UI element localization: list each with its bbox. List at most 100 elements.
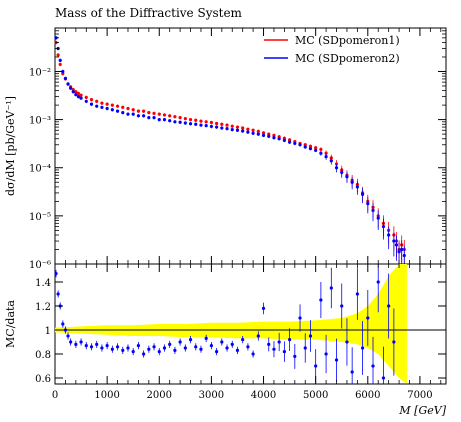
main-point-series-1 [105, 106, 109, 111]
main-point-series-0 [105, 102, 109, 106]
ratio-y-tick-label: 0.8 [35, 350, 51, 361]
main-point-series-1 [178, 120, 182, 124]
main-point-series-1 [71, 90, 75, 94]
main-point-series-0 [100, 101, 104, 105]
main-y-tick-label: 10⁻⁴ [29, 164, 51, 175]
ratio-point [345, 340, 349, 344]
ratio-point [298, 316, 302, 320]
main-point-series-1 [126, 112, 130, 116]
main-point-series-0 [162, 113, 167, 117]
main-point-series-1 [230, 127, 234, 132]
ratio-y-tick-label: 0.6 [35, 374, 51, 385]
main-point-series-0 [204, 120, 208, 124]
main-point-series-1 [293, 141, 297, 146]
ratio-point [366, 316, 370, 320]
ratio-point [319, 298, 323, 302]
main-point-series-1 [371, 208, 375, 212]
main-point-series-0 [230, 124, 234, 128]
ratio-point [136, 344, 141, 348]
main-point-series-1 [360, 192, 365, 196]
x-tick-label: 0 [52, 390, 58, 401]
ratio-point [235, 348, 240, 352]
main-data-layer [54, 36, 406, 264]
main-point-series-0 [168, 114, 172, 118]
main-point-series-0 [115, 104, 120, 108]
main-point-series-0 [157, 112, 161, 116]
main-point-series-1 [350, 180, 354, 184]
ratio-point [188, 338, 193, 342]
main-point-series-1 [334, 166, 339, 170]
ratio-point [230, 342, 234, 346]
ratio-point [162, 346, 167, 350]
main-point-series-1 [400, 247, 404, 252]
main-point-series-0 [246, 127, 250, 131]
main-point-series-0 [235, 125, 240, 129]
main-point-series-1 [74, 93, 78, 97]
ratio-point [246, 345, 250, 349]
ratio-point [293, 354, 297, 358]
ratio-point [84, 344, 88, 348]
ratio-point [308, 334, 313, 338]
ratio-point [387, 304, 391, 308]
main-point-series-1 [251, 131, 255, 135]
main-point-series-0 [188, 118, 193, 122]
main-point-series-1 [199, 123, 203, 127]
ratio-point [303, 346, 307, 350]
ratio-point [147, 347, 151, 351]
chart-title: Mass of the Diffractive System [55, 6, 243, 20]
ratio-point [131, 350, 135, 354]
main-point-series-1 [277, 137, 281, 141]
main-point-series-1 [131, 112, 135, 116]
main-point-series-0 [225, 123, 229, 127]
x-tick-label: 3000 [199, 390, 224, 401]
main-point-series-1 [355, 185, 359, 189]
ratio-point [56, 292, 60, 296]
main-point-series-0 [220, 122, 224, 126]
main-point-series-0 [84, 95, 88, 99]
main-point-series-1 [100, 105, 104, 109]
main-point-series-1 [220, 126, 224, 130]
main-point-series-1 [381, 224, 386, 229]
main-point-series-0 [56, 53, 60, 57]
ratio-point [241, 338, 245, 342]
main-point-series-0 [173, 115, 177, 119]
ratio-point [209, 344, 213, 348]
ratio-point [371, 364, 375, 368]
ratio-point [199, 347, 203, 351]
x-tick-label: 7000 [407, 390, 432, 401]
ratio-point [272, 347, 276, 351]
main-point-series-1 [152, 116, 156, 120]
ratio-point [256, 334, 260, 338]
ratio-point [220, 340, 224, 344]
main-point-series-0 [308, 144, 313, 148]
main-point-series-0 [288, 138, 292, 142]
ratio-point [282, 350, 286, 354]
legend-label-sdpomeron1: MC (SDpomeron1) [295, 34, 400, 47]
main-point-series-0 [126, 106, 130, 111]
main-point-series-0 [334, 162, 339, 166]
ratio-y-tick-label: 1.4 [35, 278, 51, 289]
main-point-series-1 [204, 124, 208, 128]
main-point-series-0 [256, 129, 260, 133]
main-y-tick-label: 10⁻³ [29, 116, 51, 127]
ratio-point [110, 347, 114, 351]
ratio-point [69, 340, 73, 344]
main-point-series-1 [209, 124, 213, 129]
main-point-series-1 [95, 104, 99, 108]
main-point-series-1 [397, 250, 401, 254]
ratio-point [314, 364, 318, 368]
main-point-series-0 [183, 116, 187, 121]
main-point-series-0 [194, 118, 198, 122]
main-point-series-1 [194, 122, 198, 126]
ratio-point [204, 336, 208, 340]
ratio-point [261, 306, 266, 310]
main-point-series-1 [89, 102, 94, 106]
main-point-series-1 [303, 145, 307, 149]
main-point-series-1 [142, 114, 146, 118]
ratio-point [79, 340, 83, 344]
main-point-series-1 [345, 175, 349, 179]
ratio-point [324, 352, 328, 356]
main-point-series-0 [136, 109, 141, 113]
main-point-series-0 [152, 111, 156, 115]
